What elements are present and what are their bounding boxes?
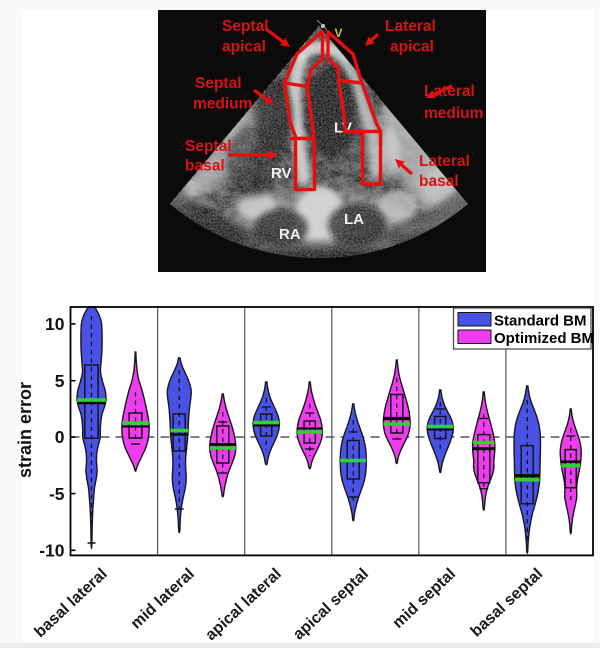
svg-text:medium: medium [193, 96, 252, 113]
svg-text:Lateral: Lateral [385, 18, 436, 35]
svg-text:0: 0 [55, 427, 65, 447]
svg-text:strain error: strain error [15, 382, 35, 478]
svg-text:RA: RA [279, 226, 301, 243]
svg-text:Septal: Septal [195, 75, 242, 92]
svg-text:V: V [335, 26, 343, 40]
svg-text:10: 10 [45, 314, 65, 334]
svg-text:Optimized BM: Optimized BM [494, 330, 594, 347]
svg-text:Lateral: Lateral [424, 83, 475, 100]
svg-text:5: 5 [55, 371, 65, 391]
svg-text:LV: LV [334, 120, 352, 137]
svg-text:Standard BM: Standard BM [494, 313, 587, 330]
svg-text:Septal: Septal [222, 18, 269, 35]
svg-text:medium: medium [424, 105, 483, 122]
svg-text:apical: apical [222, 39, 266, 56]
svg-text:-10: -10 [39, 541, 65, 561]
svg-text:Septal: Septal [185, 138, 232, 155]
svg-text:apical: apical [390, 39, 434, 56]
svg-text:LA: LA [344, 211, 364, 228]
svg-text:basal: basal [419, 173, 459, 190]
svg-text:-5: -5 [49, 484, 65, 504]
svg-text:RV: RV [271, 165, 292, 182]
svg-text:basal: basal [185, 158, 225, 175]
svg-text:Lateral: Lateral [419, 153, 470, 170]
